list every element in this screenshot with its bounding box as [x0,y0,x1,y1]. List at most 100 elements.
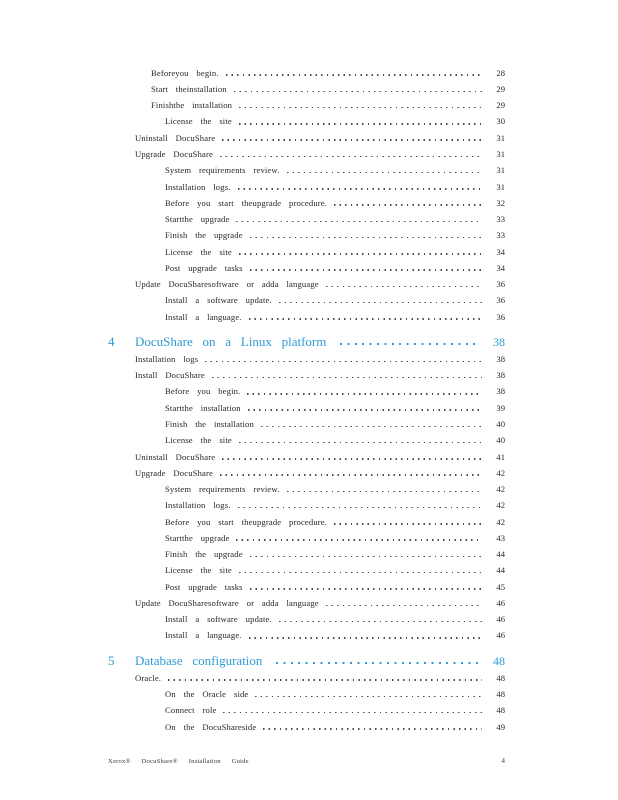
toc-entry-label: Before you begin. [165,386,241,397]
dot-leader [276,662,479,665]
dot-leader [278,620,482,623]
dot-leader [211,376,482,379]
dot-leader [249,555,482,558]
toc-entry: Installation logs. 42 [108,497,505,513]
toc-entry: On the Oracle side 48 [108,685,505,701]
toc-entry-label: Uninstall DocuShare [135,451,216,462]
toc-entry: Startthe installation 39 [108,399,505,415]
toc-entry: Before you start theupgrade procedure. 32 [108,194,505,210]
toc-entry-label: Upgrade DocuShare [135,149,213,159]
toc-entry: Install a language. 46 [108,627,505,643]
toc-entry-page: 42 [496,484,505,495]
dot-leader [239,106,482,109]
toc-entry-page: 42 [496,500,505,511]
toc-entry-label: License the site [165,246,232,257]
toc-entry-label: Before you start theupgrade procedure. [165,516,328,527]
toc-entry-label: Upgrade DocuShare [135,467,213,478]
toc-entry: Start theinstallation 29 [108,80,505,96]
dot-leader [278,301,482,304]
toc-entry: License the site 40 [108,432,505,448]
dot-leader [249,269,482,271]
toc-entry-page: 41 [496,451,505,462]
toc-entry-label: Install a language. [165,311,242,322]
toc-entry-page: 36 [496,279,505,290]
chapter-title: Database configuration [135,653,263,669]
toc-entry: Install a software update. 36 [108,292,505,308]
toc-entry-label: System requirements review. [165,484,280,495]
toc-chapter-heading: 4 DocuShare on a Linux platform 38 [108,330,505,350]
dot-leader [248,637,482,639]
page-footer: Xerox® DocuShare® Installation Guide 4 [108,757,505,765]
dot-leader [237,188,482,190]
toc-entry-page: 29 [496,100,505,111]
toc-entry: Upgrade DocuShare 42 [108,464,505,480]
toc-entry-label: Post upgrade tasks [165,581,243,592]
toc-entry-page: 30 [496,116,505,127]
dot-leader [205,360,482,363]
dot-leader [222,139,482,141]
dot-leader [236,220,482,223]
toc-entry-label: Oracle. [135,672,162,683]
toc-entry-label: Install a software update. [165,614,272,625]
dot-leader [263,728,482,730]
toc-entry-label: On the DocuShareside [165,721,257,732]
toc-entry: Uninstall DocuShare 31 [108,129,505,145]
chapter-title: DocuShare on a Linux platform [135,334,327,350]
toc-entry-label: Before you start theupgrade procedure. [165,197,328,208]
toc-entry-page: 31 [496,181,505,192]
dot-leader [334,523,482,525]
dot-leader [233,90,482,93]
toc-entry-label: Update DocuSharesoftware or adda languag… [135,597,319,608]
toc-entry-label: Install a language. [165,630,242,641]
footer-page-number: 4 [501,757,505,765]
toc-entry-page: 29 [496,83,505,94]
toc-entry-label: Connect role [165,705,217,716]
dot-leader [238,253,482,255]
dot-leader [168,679,482,681]
dot-leader [238,123,482,125]
toc-entry: Installation logs. 31 [108,178,505,194]
dot-leader [237,506,482,509]
toc-entry-label: Startthe installation [165,402,241,413]
toc-entry-page: 33 [496,214,505,225]
toc-entry: System requirements review. 42 [108,480,505,496]
toc-entry-page: 40 [496,418,505,429]
toc-entry: License the site 30 [108,113,505,129]
toc-entry-page: 49 [496,721,505,732]
toc-entry: Install a software update. 46 [108,611,505,627]
dot-leader [219,155,482,158]
toc-entry: Uninstall DocuShare 41 [108,448,505,464]
toc-entry-label: Update DocuSharesoftware or adda languag… [135,279,319,290]
dot-leader [325,604,482,606]
dot-leader [249,588,482,590]
toc-entry: Finishthe installation 29 [108,97,505,113]
toc-entry-label: Uninstall DocuShare [135,132,216,143]
toc-entry-page: 32 [496,197,505,208]
dot-leader [286,490,482,493]
toc-entry: Update DocuSharesoftware or adda languag… [108,275,505,291]
dot-leader [247,393,482,395]
toc-entry-page: 42 [496,467,505,478]
dot-leader [325,285,482,288]
toc-entry-page: 33 [496,230,505,241]
toc-entry-page: 42 [496,516,505,527]
toc-entry: Startthe upgrade 43 [108,529,505,545]
toc-entry-page: 31 [496,149,505,159]
toc-entry-label: Startthe upgrade [165,532,230,543]
toc-entry: Finish the installation 40 [108,415,505,431]
footer-doc-title: Xerox® DocuShare® Installation Guide [108,758,249,765]
toc-entry: Before you start theupgrade procedure. 42 [108,513,505,529]
dot-leader [255,695,482,698]
toc-entry-label: Install a software update. [165,295,272,306]
toc-entry-label: Finish the installation [165,418,254,429]
toc-entry: On the DocuShareside 49 [108,718,505,734]
toc-entry: Oracle. 48 [108,669,505,685]
toc-entry-page: 44 [496,565,505,576]
toc-entry: Beforeyou begin. 28 [108,64,505,80]
dot-leader [238,571,482,574]
toc-entry: Install a language. 36 [108,308,505,324]
toc-entry: Before you begin. 38 [108,383,505,399]
dot-leader [238,441,482,444]
toc-entry-label: License the site [165,565,232,576]
